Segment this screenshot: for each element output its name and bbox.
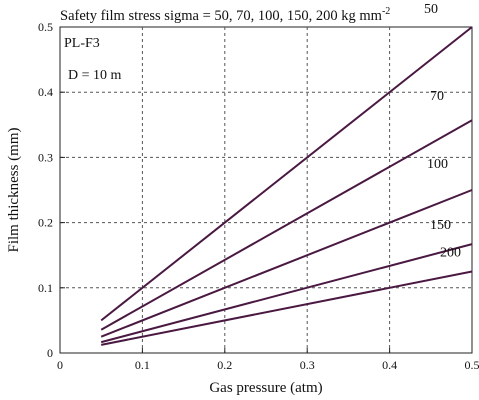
series-lines (100, 26, 473, 346)
y-tick-label: 0.3 (38, 150, 53, 164)
y-axis-ticks: 0 0.1 0.2 0.3 0.4 0.5 (38, 20, 65, 360)
series-line-100 (100, 189, 473, 338)
series-label-150: 150 (430, 218, 451, 233)
y-tick-label: 0.2 (38, 216, 53, 230)
grid-lines (60, 27, 472, 353)
y-tick-label: 0.4 (38, 85, 53, 99)
series-label-50: 50 (424, 2, 438, 17)
chart-title-superscript: -2 (382, 6, 390, 17)
x-tick-label: 0.2 (217, 358, 232, 372)
series-line-150 (100, 243, 473, 344)
x-tick-label: 0.3 (300, 358, 315, 372)
chart-title: Safety film stress sigma = 50, 70, 100, … (60, 6, 390, 24)
y-tick-label: 0.1 (38, 281, 53, 295)
x-tick-label: 0 (57, 358, 63, 372)
x-tick-label: 0.5 (465, 358, 479, 372)
series-line-70 (100, 119, 473, 331)
x-axis-ticks: 0 0.1 0.2 0.3 0.4 0.5 (57, 348, 479, 372)
chart-title-main: Safety film stress sigma = 50, 70, 100, … (60, 8, 383, 24)
annotation-model: PL-F3 (64, 36, 100, 51)
series-line-200 (101, 270, 473, 346)
series-line-50 (100, 26, 473, 322)
series-labels: 50 70 100 150 200 (424, 2, 461, 261)
x-tick-label: 0.4 (382, 358, 397, 372)
annotation-diameter: D = 10 m (68, 68, 122, 83)
y-tick-label: 0 (47, 346, 53, 360)
y-axis-title: Film thickness (mm) (6, 128, 22, 253)
series-label-70: 70 (430, 89, 444, 104)
series-label-200: 200 (440, 246, 461, 261)
x-tick-label: 0.1 (135, 358, 150, 372)
x-axis-title: Gas pressure (atm) (209, 380, 322, 396)
series-label-100: 100 (427, 157, 448, 172)
y-tick-label: 0.5 (38, 20, 53, 34)
